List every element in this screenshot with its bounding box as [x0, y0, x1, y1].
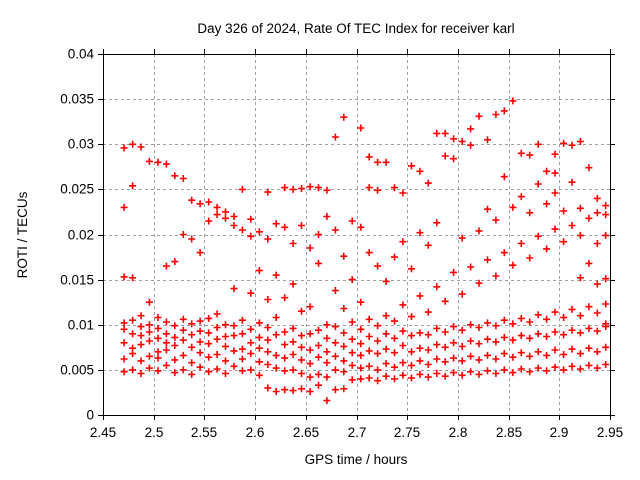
x-tick-label: 2.55	[191, 425, 217, 440]
x-tick-label: 2.7	[348, 425, 367, 440]
x-tick-label: 2.5	[145, 425, 164, 440]
x-tick-labels: 2.45 2.5 2.55 2.6 2.65 2.7 2.75 2.8 2.85 2.9 2.95	[90, 425, 623, 440]
data-point-markers	[120, 97, 610, 405]
x-tick-label: 2.45	[90, 425, 116, 440]
chart-title: Day 326 of 2024, Rate Of TEC Index for r…	[197, 21, 514, 36]
x-tick-label: 2.75	[394, 425, 420, 440]
y-axis-label: ROTI / TECUs	[15, 191, 30, 278]
x-tick-label: 2.9	[550, 425, 569, 440]
y-tick-label: 0.04	[68, 47, 95, 62]
x-tick-label: 2.6	[246, 425, 265, 440]
x-tick-label: 2.95	[597, 425, 623, 440]
tick-layer	[98, 49, 615, 420]
y-tick-label: 0	[86, 408, 94, 423]
x-tick-label: 2.8	[449, 425, 468, 440]
y-tick-label: 0.03	[68, 137, 94, 152]
y-tick-label: 0.015	[60, 273, 94, 288]
y-tick-label: 0.005	[60, 363, 94, 378]
x-tick-label: 2.85	[496, 425, 522, 440]
plot-border	[103, 54, 611, 416]
grid-layer	[103, 54, 610, 415]
y-tick-labels: 0 0.005 0.01 0.015 0.02 0.025 0.03 0.035 0.04	[60, 47, 94, 423]
x-tick-label: 2.65	[293, 425, 319, 440]
x-axis-label: GPS time / hours	[305, 452, 408, 467]
y-tick-label: 0.035	[60, 92, 94, 107]
y-tick-label: 0.025	[60, 182, 94, 197]
y-tick-label: 0.01	[68, 318, 94, 333]
data-points-layer	[120, 97, 610, 405]
y-tick-label: 0.02	[68, 228, 94, 243]
